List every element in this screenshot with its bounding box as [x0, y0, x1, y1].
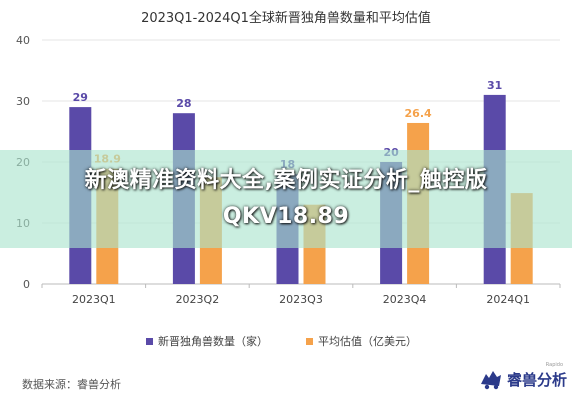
x-tick-label: 2023Q3	[279, 293, 323, 306]
data-label: 20	[383, 146, 399, 159]
bars	[69, 94, 533, 285]
y-axis-ticks: 0 10 20 30 40	[16, 34, 30, 291]
chart-title: 2023Q1-2024Q1全球新晋独角兽数量和平均估值	[141, 10, 431, 26]
bar	[69, 107, 92, 284]
bar	[380, 162, 403, 284]
beast-logo-icon	[481, 371, 501, 390]
y-tick-label: 10	[16, 217, 30, 230]
data-label: 29	[73, 91, 88, 104]
bar	[510, 193, 533, 284]
bar	[483, 94, 506, 285]
legend-swatch	[146, 338, 153, 345]
legend-swatch	[306, 338, 313, 345]
x-tick-label: 2023Q2	[176, 293, 220, 306]
data-label: 28	[176, 97, 191, 110]
x-tick-label: 2024Q1	[486, 293, 530, 306]
data-label: 31	[487, 79, 502, 92]
bar	[276, 174, 299, 284]
brand-name: 睿兽分析	[507, 370, 568, 389]
y-tick-label: 30	[16, 95, 30, 108]
x-tick-label: 2023Q4	[383, 293, 427, 306]
brand-tag: Rapido	[545, 362, 564, 368]
data-label: 18.9	[94, 153, 121, 166]
data-source: 数据来源：睿兽分析	[22, 378, 121, 391]
bar	[172, 113, 195, 284]
bar	[407, 122, 430, 285]
bar	[96, 168, 119, 284]
y-tick-label: 40	[16, 34, 30, 47]
brand-logo: 睿兽分析 Rapido	[478, 362, 568, 392]
y-tick-label: 20	[16, 156, 30, 169]
bar	[303, 204, 326, 284]
legend-label: 新晋独角兽数量（家）	[158, 334, 268, 348]
legend-label: 平均估值（亿美元）	[318, 335, 417, 348]
x-axis-ticks: 2023Q1 2023Q2 2023Q3 2023Q4 2024Q1	[41, 284, 561, 306]
legend: 新晋独角兽数量（家） 平均估值（亿美元）	[146, 334, 417, 348]
x-tick-label: 2023Q1	[72, 293, 116, 306]
bar	[199, 177, 222, 284]
y-tick-label: 0	[23, 278, 30, 291]
data-label: 26.4	[405, 107, 432, 120]
data-label: 18	[280, 158, 295, 171]
data-labels: 29 18.9 28 18 20 26.4 31	[73, 79, 503, 171]
